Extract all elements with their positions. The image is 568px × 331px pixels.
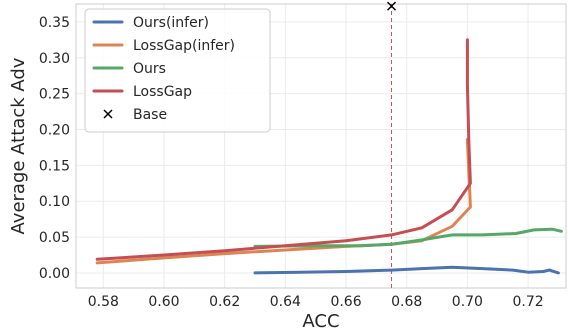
y-tick-label: 0.30 bbox=[39, 51, 70, 67]
y-tick-label: 0.10 bbox=[39, 194, 70, 210]
series-line-ours-infer bbox=[253, 265, 560, 275]
x-tick-label: 0.66 bbox=[330, 294, 361, 310]
y-tick-labels: 0.00 0.05 0.10 0.15 0.20 0.25 0.30 0.35 bbox=[39, 15, 70, 282]
x-tick-label: 0.58 bbox=[88, 294, 119, 310]
x-tick-label: 0.72 bbox=[512, 294, 543, 310]
y-tick-label: 0.05 bbox=[39, 230, 70, 246]
y-tick-label: 0.25 bbox=[39, 87, 70, 103]
series-line-ours bbox=[253, 227, 563, 248]
y-tick-label: 0.35 bbox=[39, 15, 70, 31]
legend-box bbox=[84, 8, 271, 133]
y-axis-label: Average Attack Adv bbox=[8, 57, 29, 234]
base-marker-stroke bbox=[387, 1, 397, 11]
legend: Ours(infer) LossGap(infer) Ours LossGap Base bbox=[84, 8, 271, 133]
x-tick-label: 0.70 bbox=[452, 294, 483, 310]
y-tick-label: 0.20 bbox=[39, 123, 70, 139]
legend-label-lossgap-infer: LossGap(infer) bbox=[133, 38, 235, 54]
base-marker bbox=[387, 1, 397, 11]
x-tick-label: 0.68 bbox=[391, 294, 422, 310]
series-group bbox=[95, 38, 563, 275]
legend-swatch-base bbox=[103, 109, 113, 119]
x-tick-label: 0.60 bbox=[148, 294, 179, 310]
plot-frame bbox=[75, 3, 567, 289]
x-tick-label: 0.64 bbox=[270, 294, 301, 310]
legend-label-ours-infer: Ours(infer) bbox=[133, 15, 209, 31]
y-tick-label: 0.00 bbox=[39, 266, 70, 282]
base-marker-group bbox=[387, 1, 397, 11]
legend-marker-stroke bbox=[103, 109, 113, 119]
x-tick-labels: 0.58 0.60 0.62 0.64 0.66 0.68 0.70 0.72 bbox=[88, 294, 544, 310]
legend-label-lossgap: LossGap bbox=[133, 84, 192, 100]
legend-label-ours: Ours bbox=[133, 61, 166, 77]
x-axis-label: ACC bbox=[302, 311, 339, 331]
y-tick-label: 0.15 bbox=[39, 158, 70, 174]
legend-label-base: Base bbox=[133, 107, 167, 123]
grid bbox=[76, 4, 566, 288]
x-tick-label: 0.62 bbox=[209, 294, 240, 310]
series-line-lossgap bbox=[95, 38, 472, 261]
